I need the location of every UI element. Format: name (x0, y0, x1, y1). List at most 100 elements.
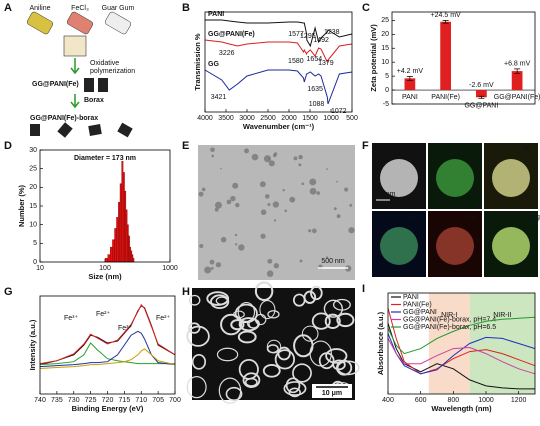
pore-wall (336, 360, 360, 376)
particle (263, 155, 272, 163)
pore-wall (220, 313, 243, 336)
pore-wall (267, 310, 280, 319)
hist-bar (124, 190, 127, 263)
particle (264, 194, 270, 199)
x-tick-label: 2500 (260, 115, 276, 122)
legend-label: GG@PANI(Fe)-borax, pH=6.5 (403, 324, 496, 331)
map-blob (380, 159, 418, 197)
particle (266, 270, 274, 277)
y-tick-label: 10 (381, 59, 389, 66)
x-tick-label: 1000 (323, 115, 339, 122)
y-tick-label: 30 (29, 147, 37, 154)
x-tick-label: 10 (36, 265, 44, 272)
value-label: +4.2 mV (397, 68, 424, 75)
tile-label: O (412, 214, 418, 221)
peak-label: Fe³⁺ (64, 315, 79, 322)
particle (299, 259, 303, 263)
plot-frame (39, 295, 176, 395)
vial (30, 124, 40, 136)
peak-label: 1072 (331, 108, 347, 115)
hist-bar (125, 209, 128, 263)
y-tick-label: 10 (29, 222, 37, 229)
pore-wall (301, 325, 319, 342)
particle (214, 207, 219, 212)
particle (293, 156, 298, 161)
particle (251, 153, 259, 161)
map-blob (436, 159, 474, 197)
legend-label: PANI(Fe) (403, 301, 432, 308)
peak-label: 1088 (309, 101, 325, 108)
particle (272, 153, 277, 158)
bottle (104, 11, 132, 35)
particle (284, 209, 288, 213)
panel-label: F (362, 140, 369, 152)
particle (344, 187, 349, 192)
particle (316, 191, 321, 195)
tem-image (198, 145, 355, 280)
x-axis-title: Wavelength (nm) (431, 404, 492, 413)
scale-bar-label: 500 nm (321, 258, 345, 265)
bottle (66, 11, 94, 35)
series-line (387, 323, 535, 390)
x-tick-label: 500 (346, 115, 358, 122)
x-tick-label: 740 (34, 397, 46, 404)
particle (309, 178, 317, 186)
pore-wall (225, 386, 243, 401)
tile-label: Merged (524, 214, 540, 221)
particle (230, 195, 236, 202)
particle (308, 229, 312, 233)
particle (204, 266, 212, 274)
bar (440, 21, 451, 91)
x-tick-label: PANI (402, 94, 418, 101)
x-tick-label: 720 (102, 397, 114, 404)
hist-bar (130, 250, 133, 263)
y-tick-label: 25 (29, 166, 37, 173)
particle (260, 209, 267, 215)
peak-label: 3421 (211, 94, 227, 101)
pore-wall (283, 381, 307, 396)
beaker (63, 35, 87, 57)
y-tick-label: 15 (381, 45, 389, 52)
particle (273, 263, 280, 269)
reagent-label: Guar Gum (102, 5, 135, 12)
particle (309, 187, 317, 195)
annotation: Diameter = 173 nm (74, 155, 136, 162)
map-blob (492, 159, 530, 197)
pore-wall (206, 291, 230, 306)
peak-label: 3226 (219, 50, 235, 57)
x-tick-label: 725 (85, 397, 97, 404)
panel-label: H (182, 286, 190, 298)
pore-wall (325, 348, 348, 364)
x-tick-label: PANI(Fe) (431, 94, 460, 101)
particle (198, 191, 204, 197)
y-tick-label: 20 (29, 184, 37, 191)
particle (336, 214, 341, 219)
pore-wall (191, 353, 207, 370)
scale-bar-label: 50 nm (376, 191, 396, 198)
pore-wall (292, 363, 312, 383)
x-tick-label: 1200 (511, 397, 527, 404)
pore-wall (254, 281, 274, 302)
particle (333, 207, 337, 211)
hist-bar (131, 254, 134, 263)
x-tick-label: 735 (51, 397, 63, 404)
series-label: PANI (208, 11, 224, 18)
plot-frame (39, 149, 171, 263)
vial (117, 122, 133, 138)
series-line (387, 307, 536, 375)
peak-label: 1635 (307, 86, 323, 93)
peak-label: 1295 (300, 33, 316, 40)
x-tick-label: 4000 (197, 115, 213, 122)
pore-wall (210, 294, 230, 310)
particle (238, 244, 245, 251)
x-tick-label: 100 (99, 265, 111, 272)
x-axis-title: Binding Energy (eV) (72, 404, 144, 413)
tile-label: Fe (468, 214, 476, 221)
plot-frame (391, 11, 536, 105)
product-label: GG@PANI(Fe)-borax (30, 115, 98, 122)
pore-wall (293, 334, 314, 358)
error-bar (442, 20, 449, 24)
particle (311, 228, 317, 234)
y-axis-title: Zeta potential (mV) (369, 24, 378, 92)
pore-wall (237, 301, 256, 323)
